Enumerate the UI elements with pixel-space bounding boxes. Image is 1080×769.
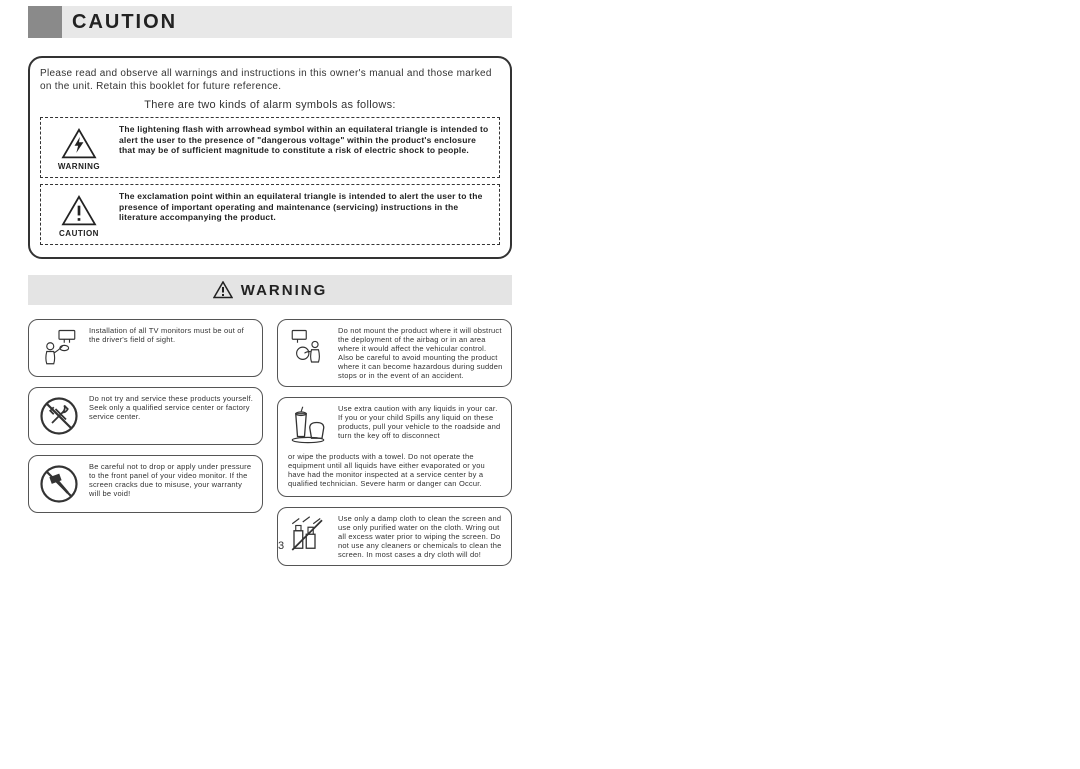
warn-text-cont: or wipe the products with a towel. Do no… xyxy=(286,450,503,490)
warning-symbol-box: WARNING The lightening flash with arrowh… xyxy=(40,117,500,178)
warn-card-service: Do not try and service these products yo… xyxy=(28,387,263,445)
warning-bar-icon xyxy=(213,281,233,299)
warn-text: Do not mount the product where it will o… xyxy=(338,326,503,380)
warning-col-right: Do not mount the product where it will o… xyxy=(277,319,512,566)
warn-text: Use only a damp cloth to clean the scree… xyxy=(338,514,503,559)
header-accent-block xyxy=(28,6,62,38)
warning-section-bar: WARNING xyxy=(28,275,512,305)
warning-bar-label: WARNING xyxy=(241,282,328,299)
intro-text: Please read and observe all warnings and… xyxy=(40,68,500,93)
warn-card-clean: Use only a damp cloth to clean the scree… xyxy=(277,507,512,566)
warn-card-liquids: Use extra caution with any liquids in yo… xyxy=(277,397,512,497)
airbag-icon xyxy=(286,326,330,370)
no-tools-icon xyxy=(37,394,81,438)
warning-symbol-text: The lightening flash with arrowhead symb… xyxy=(119,124,491,156)
no-chemicals-icon xyxy=(286,514,330,558)
caution-symbol-text: The exclamation point within an equilate… xyxy=(119,191,491,223)
warning-symbol-col: WARNING xyxy=(49,124,109,171)
header-bar: CAUTION xyxy=(28,6,512,38)
warn-card-drop: Be careful not to drop or apply under pr… xyxy=(28,455,263,513)
page-title: CAUTION xyxy=(62,6,512,38)
warn-text: Use extra caution with any liquids in yo… xyxy=(338,404,503,448)
driver-monitor-icon xyxy=(37,326,81,370)
warning-symbol-label: WARNING xyxy=(58,162,100,171)
exclamation-triangle-icon xyxy=(61,195,97,227)
warn-text: Do not try and service these products yo… xyxy=(89,394,254,421)
warning-grid: Installation of all TV monitors must be … xyxy=(28,319,512,566)
page-number: 3 xyxy=(278,540,284,552)
caution-symbol-box: CAUTION The exclamation point within an … xyxy=(40,184,500,245)
no-hammer-icon xyxy=(37,462,81,506)
caution-symbol-col: CAUTION xyxy=(49,191,109,238)
warn-text: Installation of all TV monitors must be … xyxy=(89,326,254,344)
caution-symbol-label: CAUTION xyxy=(59,229,99,238)
drinks-icon xyxy=(286,404,330,448)
lightning-triangle-icon xyxy=(61,128,97,160)
warn-text: Be careful not to drop or apply under pr… xyxy=(89,462,254,498)
manual-page: CAUTION Please read and observe all warn… xyxy=(0,6,540,566)
warn-card-install: Installation of all TV monitors must be … xyxy=(28,319,263,377)
caution-box: Please read and observe all warnings and… xyxy=(28,56,512,259)
warn-card-mount: Do not mount the product where it will o… xyxy=(277,319,512,387)
alarm-kinds-text: There are two kinds of alarm symbols as … xyxy=(40,99,500,111)
warning-col-left: Installation of all TV monitors must be … xyxy=(28,319,263,566)
